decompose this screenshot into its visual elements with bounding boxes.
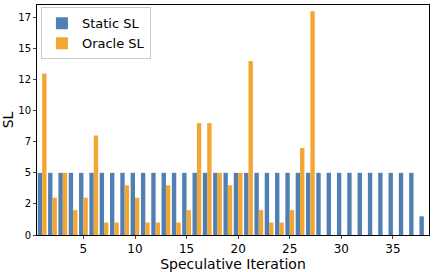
svg-text:SL: SL <box>0 111 16 128</box>
svg-text:2: 2 <box>25 198 31 209</box>
svg-text:30: 30 <box>334 242 349 256</box>
svg-text:15: 15 <box>179 242 194 256</box>
svg-text:20: 20 <box>231 242 246 256</box>
svg-text:12: 12 <box>18 74 31 85</box>
svg-text:17: 17 <box>18 12 31 23</box>
svg-text:Static SL: Static SL <box>82 16 140 31</box>
svg-text:0: 0 <box>25 230 31 241</box>
svg-text:15: 15 <box>18 43 31 54</box>
svg-text:Speculative Iteration: Speculative Iteration <box>160 256 306 272</box>
svg-text:10: 10 <box>127 242 142 256</box>
svg-text:5: 5 <box>80 242 88 256</box>
svg-text:5: 5 <box>25 167 31 178</box>
svg-text:7: 7 <box>25 136 31 147</box>
svg-text:10: 10 <box>18 105 31 116</box>
svg-text:25: 25 <box>282 242 297 256</box>
svg-text:35: 35 <box>385 242 400 256</box>
svg-text:Oracle SL: Oracle SL <box>82 36 145 51</box>
